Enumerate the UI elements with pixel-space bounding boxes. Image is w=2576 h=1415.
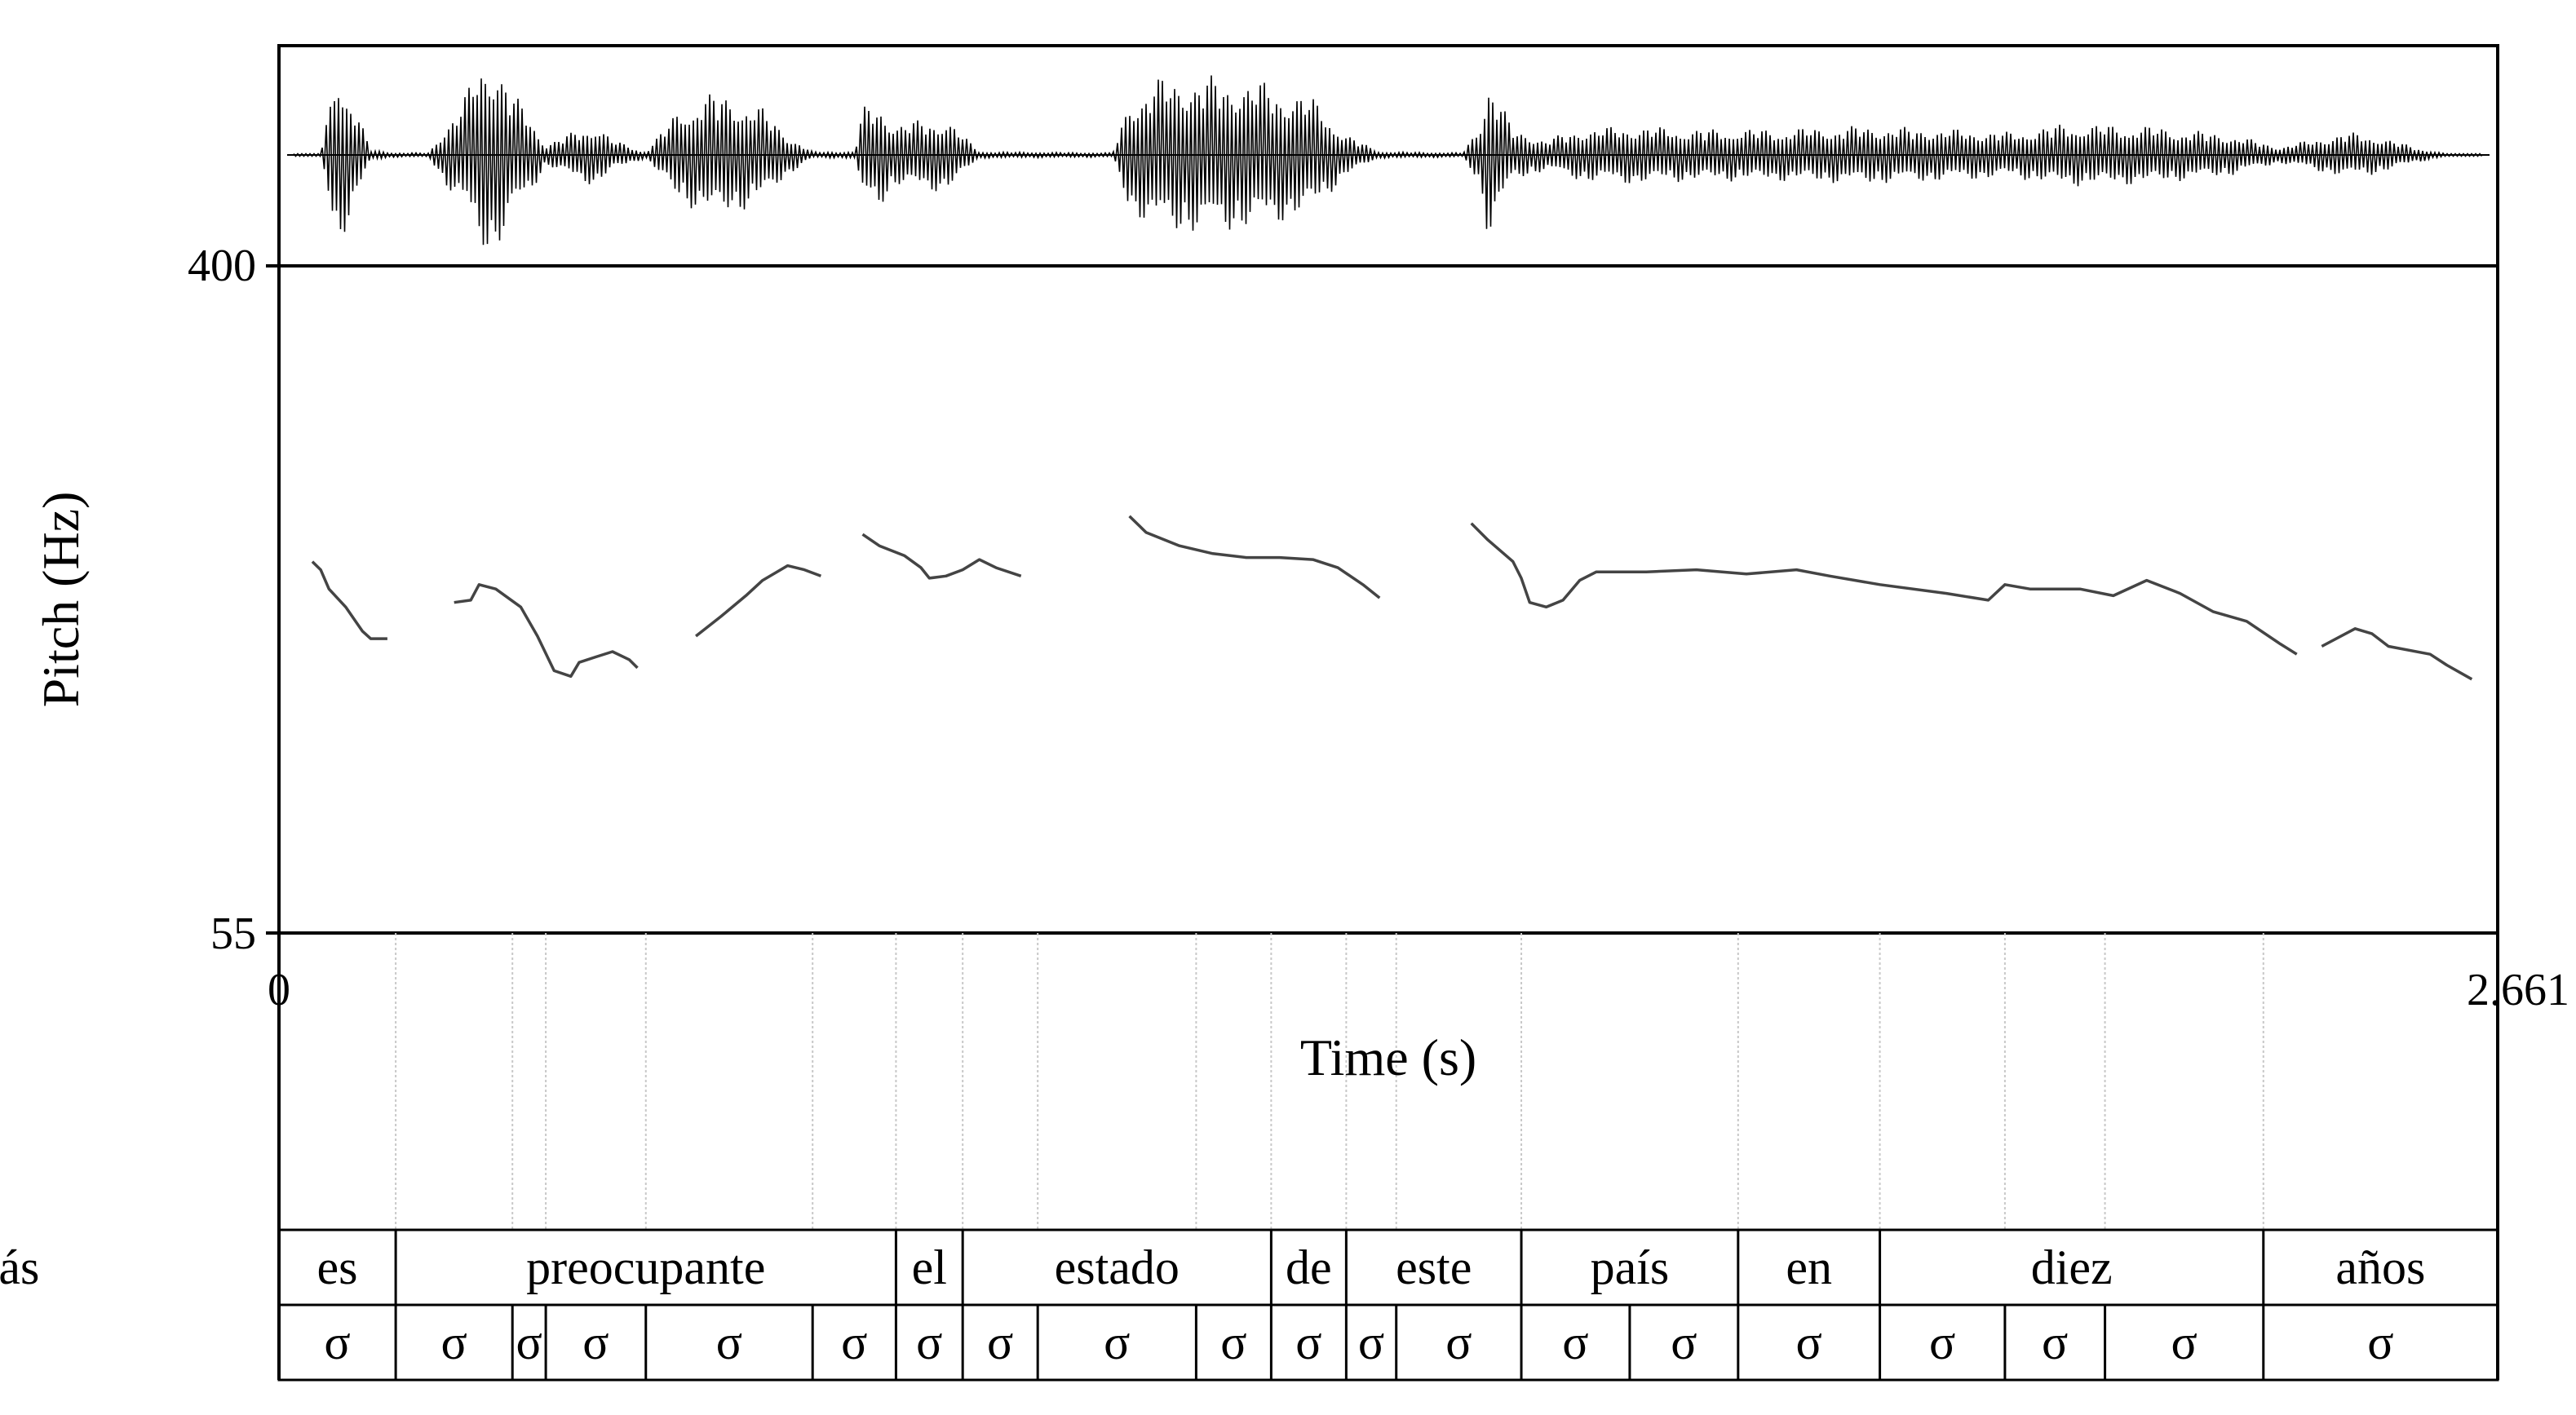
word-tier-label: este: [1396, 1240, 1472, 1294]
waveform-trace: [293, 75, 2483, 245]
pitch-contour-segment: [861, 533, 1022, 580]
grid-lines: [395, 933, 2264, 1230]
syllable-tier-label: σ: [1445, 1316, 1472, 1369]
pitch-contours: [311, 515, 2473, 681]
word-tier-label: de: [1286, 1240, 1332, 1294]
syllable-tier-label: σ: [1562, 1316, 1588, 1369]
word-tier-label: es: [317, 1240, 358, 1294]
syllable-tier-label: σ: [1929, 1316, 1955, 1369]
word-tier-label: preocupante: [526, 1240, 765, 1294]
word-tier-label: años: [2335, 1240, 2425, 1294]
pitch-contour-segment: [2321, 627, 2473, 681]
syllable-tier-label: σ: [2042, 1316, 2068, 1369]
pitch-contour-segment: [1470, 522, 2298, 656]
syllable-tier-label: σ: [582, 1316, 609, 1369]
pitch-panel-frame: [277, 264, 2499, 935]
x-axis-label: Time (s): [1300, 1028, 1476, 1086]
syllable-tier-label: σ: [916, 1316, 942, 1369]
annotation-tiers: es preocupante el estado de este país en diez año…: [0, 1228, 2499, 1382]
syllable-tier-label: σ: [2171, 1316, 2197, 1369]
syllable-tier-box: [277, 1303, 2499, 1382]
word-tier-label: país: [1591, 1240, 1670, 1294]
pitch-contour-segment: [1128, 515, 1381, 599]
waveform: [287, 75, 2490, 245]
pitch-contour-segment: [311, 560, 387, 640]
syllable-tier-label: σ: [1796, 1316, 1822, 1369]
syllable-tier-label: σ: [2367, 1316, 2393, 1369]
word-tier-label: en: [1786, 1240, 1832, 1294]
syllable-tier-label: σ: [1358, 1316, 1384, 1369]
y-axis-label: Pitch (Hz): [32, 492, 90, 708]
x-tick-label-right: 2.661: [2467, 965, 2569, 1015]
x-tick-label-left: 0: [268, 965, 290, 1015]
syllable-tier-label: σ: [1671, 1316, 1697, 1369]
pitch-contour-segment: [454, 583, 639, 679]
word-tier-label: más: [0, 1240, 39, 1294]
syllable-tier-label: σ: [716, 1316, 742, 1369]
syllable-tier-label: σ: [841, 1316, 867, 1369]
syllable-tier-label: σ: [516, 1316, 542, 1369]
syllable-tier-label: σ: [1104, 1316, 1130, 1369]
word-tier-label: estado: [1055, 1240, 1180, 1294]
syllable-tier-label: σ: [440, 1316, 467, 1369]
word-tier-label: el: [912, 1240, 947, 1294]
syllable-tier-label: σ: [324, 1316, 350, 1369]
y-tick-label-bottom: 55: [210, 909, 256, 959]
word-tier-label: diez: [2031, 1240, 2113, 1294]
syllable-tier-label: σ: [1220, 1316, 1246, 1369]
syllable-tier-label: σ: [987, 1316, 1013, 1369]
pitch-contour-segment: [695, 564, 822, 638]
y-tick-label-top: 400: [188, 241, 256, 291]
syllable-tier-label: σ: [1295, 1316, 1321, 1369]
